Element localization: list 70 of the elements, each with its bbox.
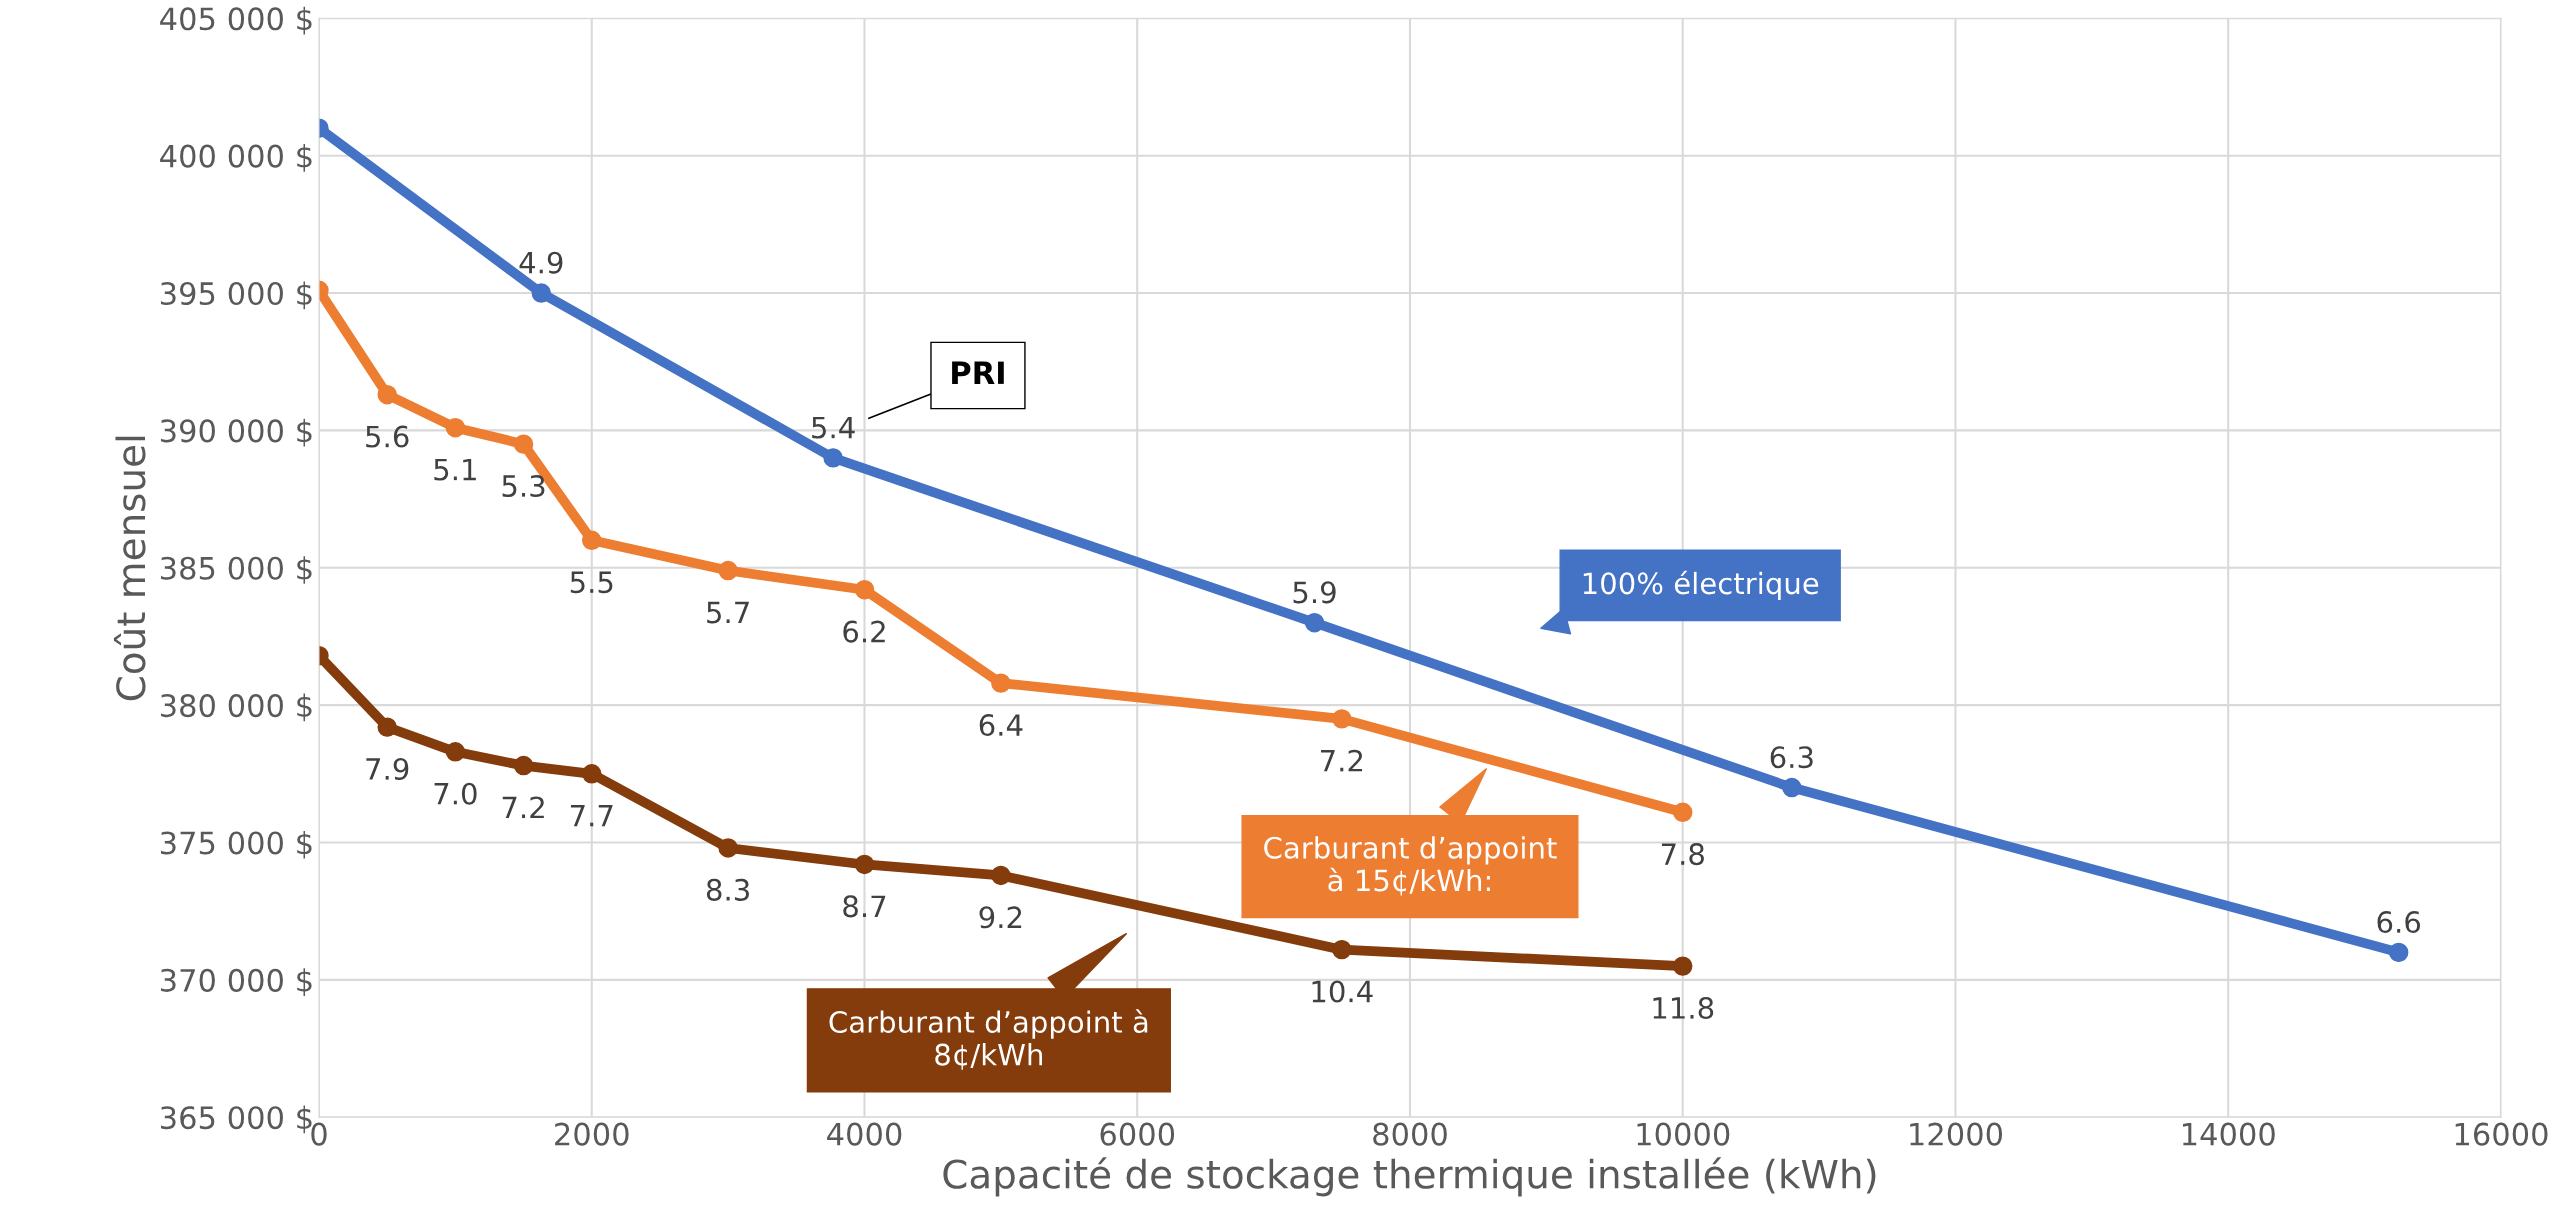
point — [1782, 777, 1802, 798]
x-tick-label: 10000 — [1637, 1122, 1730, 1146]
annotation: 9.2 — [979, 906, 1022, 929]
annotation: 5.6 — [366, 425, 409, 448]
x-tick-label: 0 — [311, 1122, 327, 1146]
x-tick-label: 8000 — [1373, 1122, 1447, 1146]
point — [854, 580, 875, 600]
point — [1672, 956, 1693, 976]
x-tick-label: 2000 — [555, 1122, 629, 1146]
annotation: 5.5 — [570, 571, 613, 594]
y-tick-label: 395 000 $ — [160, 281, 312, 310]
annotation: 5.4 — [812, 416, 855, 439]
point — [2388, 942, 2409, 963]
annotation: 5.7 — [707, 601, 749, 624]
point — [582, 764, 602, 784]
annotation: 5.1 — [434, 458, 476, 481]
point — [445, 417, 466, 438]
y-tick-label: 385 000 $ — [160, 556, 312, 584]
point — [445, 742, 466, 762]
annotation: 6.4 — [979, 714, 1023, 737]
x-axis-title: Capacité de stockage thermique installée (kWh) — [943, 1157, 1876, 1197]
y-tick-label: 390 000 $ — [160, 418, 312, 447]
annotation: 6.3 — [1770, 746, 1813, 769]
point — [1304, 612, 1325, 633]
annotation: 6.2 — [843, 620, 885, 643]
annotation: 6.6 — [2377, 911, 2421, 934]
y-tick-label: 375 000 $ — [160, 830, 312, 859]
annotation: 7.2 — [502, 796, 544, 819]
text: 100% électrique — [1583, 570, 1819, 601]
annotation: 8.7 — [843, 895, 886, 918]
point — [823, 448, 843, 468]
point — [991, 673, 1011, 693]
point — [991, 865, 1011, 886]
point — [377, 384, 397, 405]
annotation: 7.9 — [366, 757, 409, 781]
annotation: 11.8 — [1653, 996, 1714, 1020]
annotation: 4.9 — [519, 251, 563, 274]
x-tick-label: 16000 — [2455, 1122, 2548, 1146]
point — [513, 434, 534, 454]
y-tick-label: 400 000 $ — [160, 144, 312, 172]
x-tick-label: 4000 — [827, 1122, 902, 1146]
y-tick-label: 405 000 $ — [160, 6, 312, 35]
point — [1332, 939, 1352, 960]
point — [854, 854, 875, 875]
annotation: 10.4 — [1312, 980, 1373, 1003]
annotation: 5.3 — [502, 474, 545, 498]
point — [718, 838, 738, 858]
legend-label: Carburant d’appoint à 15¢/kWh: — [1264, 836, 1557, 896]
annotation: 7.8 — [1661, 843, 1704, 866]
point — [1332, 709, 1352, 729]
x-tick-label: 12000 — [1910, 1122, 2003, 1146]
point — [718, 560, 738, 581]
annotation: 5.9 — [1293, 581, 1336, 604]
point — [377, 717, 397, 737]
annotation: 8.3 — [706, 878, 749, 901]
annotation: PRI — [952, 361, 1004, 384]
point — [513, 755, 534, 776]
legend-label: Carburant d’appoint à 8¢/kWh — [829, 1009, 1148, 1070]
annotation: 7.0 — [434, 782, 477, 805]
y-tick-label: 365 000 $ — [160, 1105, 312, 1134]
y-tick-label: 380 000 $ — [160, 693, 312, 722]
point — [1672, 802, 1693, 822]
annotation: 7.2 — [1320, 749, 1363, 772]
point — [582, 530, 602, 551]
y-tick-label: 370 000 $ — [160, 968, 312, 996]
y-axis-title: Coût mensuel — [113, 436, 146, 701]
annotation: 7.7 — [570, 805, 613, 827]
point — [531, 283, 552, 303]
x-tick-label: 14000 — [2182, 1122, 2275, 1146]
x-tick-label: 6000 — [1100, 1122, 1175, 1146]
